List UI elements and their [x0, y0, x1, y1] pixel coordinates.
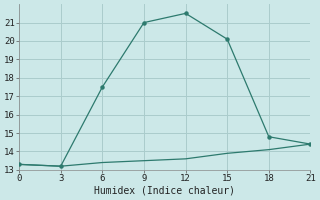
X-axis label: Humidex (Indice chaleur): Humidex (Indice chaleur)	[94, 186, 235, 196]
